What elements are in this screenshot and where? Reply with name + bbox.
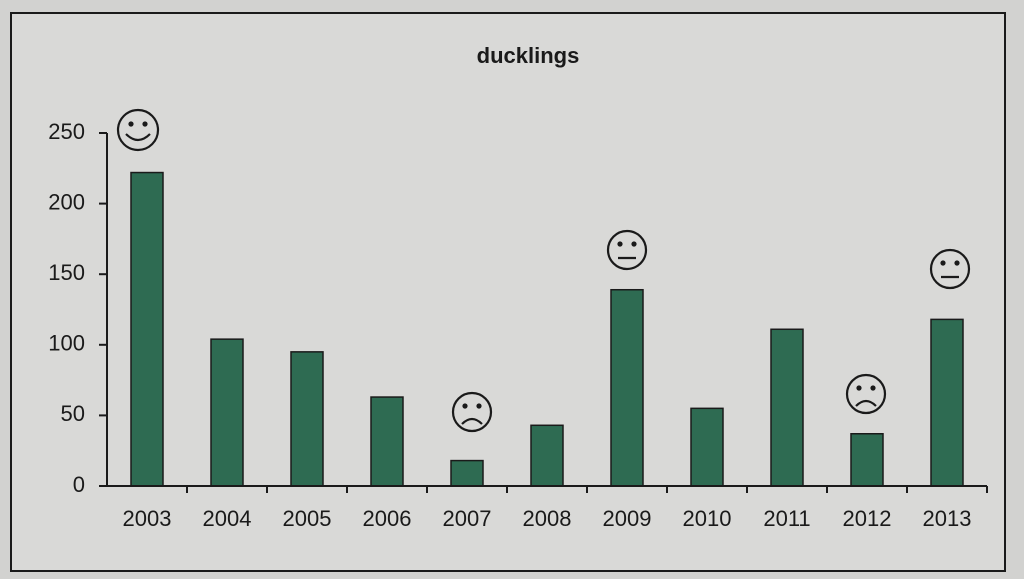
y-tick-label: 150 <box>48 260 85 285</box>
x-tick-label: 2006 <box>363 506 412 531</box>
y-tick-label: 100 <box>48 331 85 356</box>
bar <box>130 171 164 487</box>
y-tick-label: 200 <box>48 189 85 214</box>
sad-face <box>451 391 493 433</box>
y-tick-label: 250 <box>48 119 85 144</box>
x-tick-label: 2008 <box>523 506 572 531</box>
chart-title: ducklings <box>477 43 580 68</box>
bar <box>210 338 244 487</box>
x-tick-label: 2011 <box>763 506 810 531</box>
x-tick-label: 2005 <box>283 506 332 531</box>
bar <box>290 351 324 487</box>
bar <box>450 459 484 487</box>
chart-frame <box>10 12 1006 572</box>
x-tick-label: 2012 <box>843 506 892 531</box>
bar <box>610 288 644 487</box>
bar <box>690 407 724 487</box>
x-tick-label: 2007 <box>443 506 492 531</box>
x-tick-label: 2004 <box>203 506 252 531</box>
smiley-face <box>116 108 160 152</box>
x-tick-label: 2003 <box>123 506 172 531</box>
neutral-face <box>606 229 648 271</box>
x-tick-label: 2010 <box>683 506 732 531</box>
neutral-face <box>929 248 971 290</box>
bar <box>770 328 804 487</box>
bar <box>930 318 964 487</box>
bar <box>850 433 884 487</box>
y-tick-label: 0 <box>73 472 85 497</box>
y-tick-label: 50 <box>61 401 85 426</box>
sad-face <box>845 373 887 415</box>
bar <box>370 396 404 487</box>
bar <box>530 424 564 487</box>
x-tick-label: 2013 <box>923 506 972 531</box>
x-tick-label: 2009 <box>603 506 652 531</box>
